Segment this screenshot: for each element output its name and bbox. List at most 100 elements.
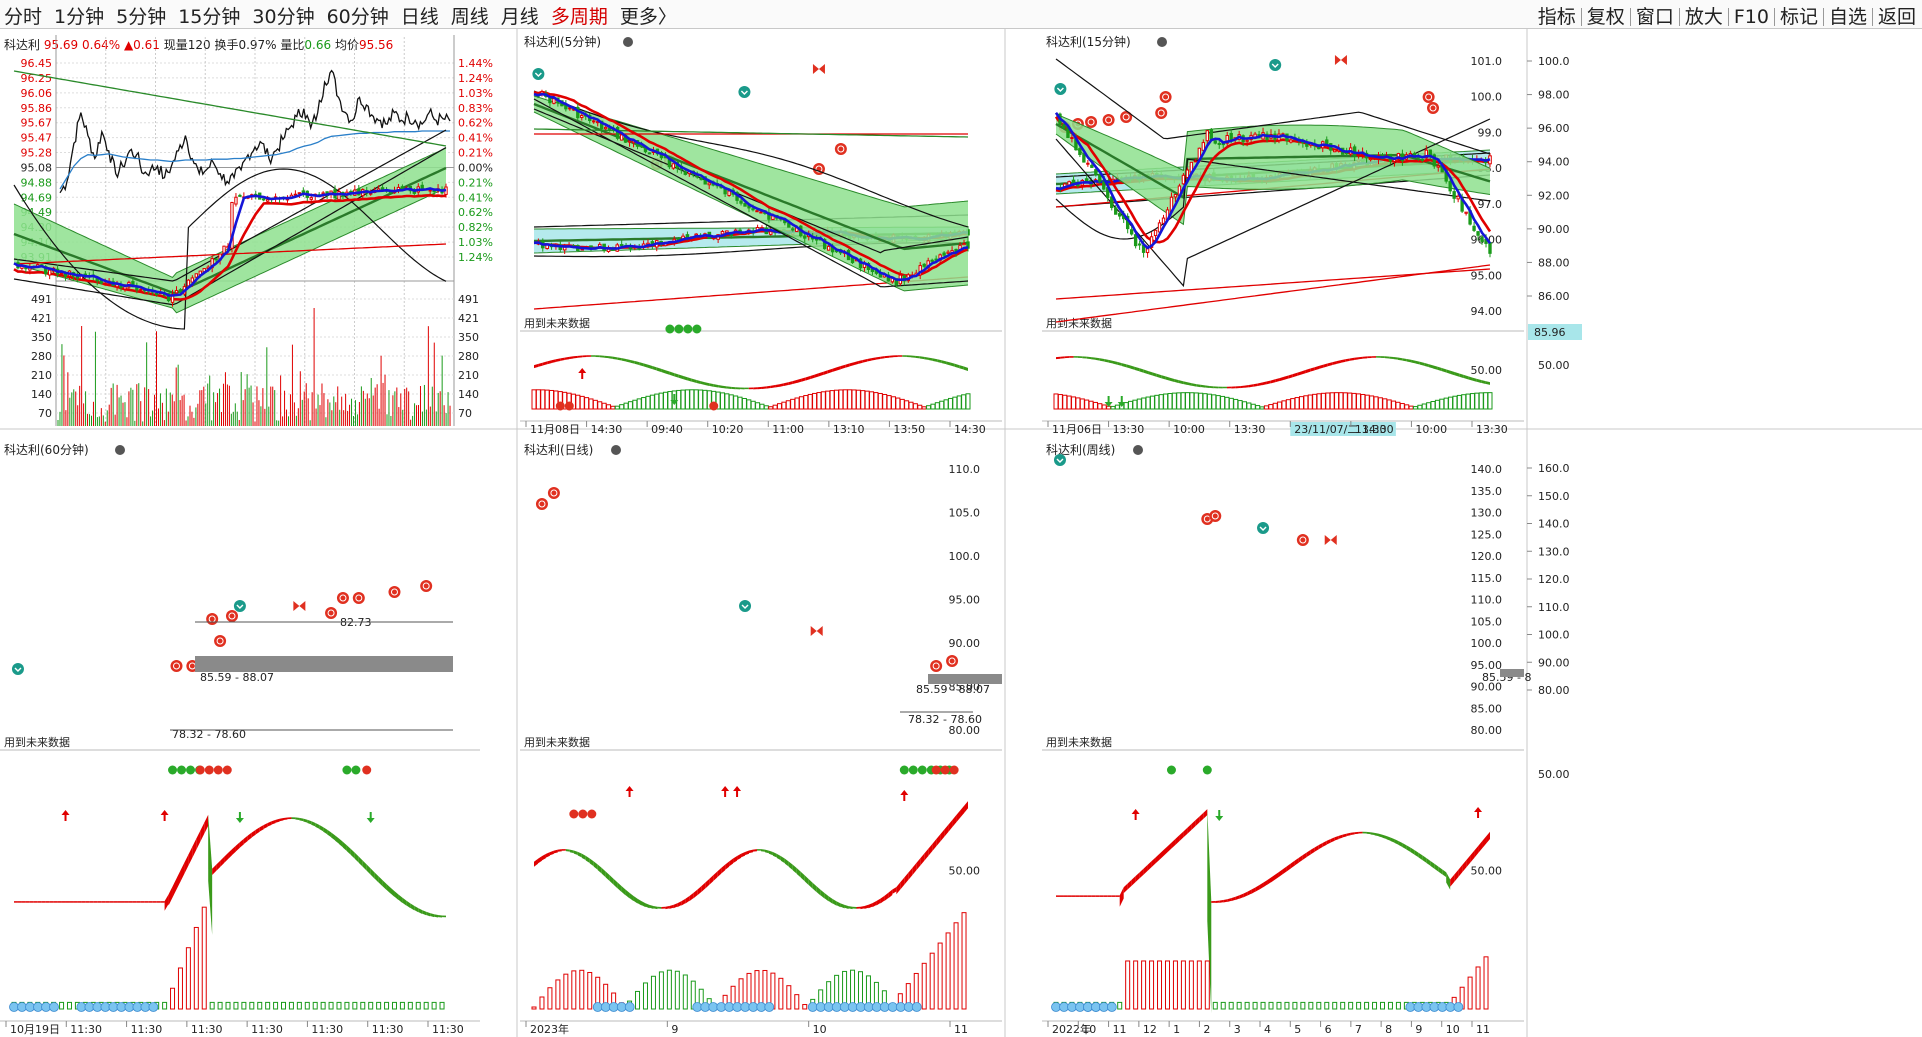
tool-button-1[interactable]: 复权 (1586, 6, 1625, 28)
period-tab-7[interactable]: 周线 (450, 6, 489, 28)
period-tab-3[interactable]: 15分钟 (178, 6, 241, 28)
signal-green-icon (186, 765, 196, 775)
hist-bar (312, 1001, 318, 1010)
arrow-down-icon (1215, 810, 1224, 821)
hist-bar (1066, 395, 1072, 410)
signal-red-icon-inner (390, 588, 398, 596)
wave-segment (768, 850, 773, 856)
signal-teal-chevron (1056, 87, 1064, 92)
wave-segment (1402, 358, 1407, 362)
right-y-tick: 94.00 (1538, 156, 1570, 169)
wave-segment (1410, 847, 1415, 855)
candle-body (743, 202, 747, 207)
header-part: 换手 (211, 38, 239, 52)
period-tab-2[interactable]: 5分钟 (116, 6, 167, 28)
hist-bar (281, 1001, 287, 1010)
hist-bar (768, 406, 774, 410)
signal-red-icon (709, 401, 719, 411)
hist-bar (1259, 406, 1265, 410)
tool-button-4[interactable]: F10 (1733, 6, 1769, 28)
wave-segment (537, 856, 542, 864)
multi-period-chart-area[interactable]: 科达利 95.69 0.64% ▲0.61 现量120 换手0.97% 量比0.… (0, 29, 1922, 1037)
wave-segment (1450, 874, 1455, 887)
period-tab-1[interactable]: 1分钟 (54, 6, 105, 28)
chart-canvas[interactable]: 科达利 95.69 0.64% ▲0.61 现量120 换手0.97% 量比0.… (0, 29, 1922, 1037)
signal-teal-chevron (1056, 458, 1064, 463)
candle-body (627, 140, 632, 143)
wave-segment (1240, 385, 1245, 389)
candle-body (826, 245, 831, 251)
wave-segment (749, 849, 753, 854)
wave-segment (729, 858, 734, 867)
candle-body (1082, 154, 1086, 163)
tool-button-6[interactable]: 自选 (1828, 6, 1867, 28)
wave-segment (677, 901, 682, 908)
wave-segment (1459, 373, 1464, 379)
tool-button-3[interactable]: 放大 (1684, 6, 1723, 28)
wave-segment (731, 386, 736, 390)
tool-separator (1678, 8, 1680, 26)
hist-bar (1474, 392, 1480, 410)
hist-bar (1324, 1001, 1330, 1010)
hist-bar (1456, 394, 1462, 410)
candle-body (297, 192, 302, 195)
hist-bar (1202, 393, 1208, 410)
candle-body (1205, 130, 1209, 142)
hist-bar (689, 389, 695, 410)
period-tab-9[interactable]: 多周期 (550, 6, 608, 28)
wave-segment (1248, 384, 1254, 388)
wave-segment (1376, 356, 1381, 358)
y-tick: 105.0 (1471, 615, 1503, 628)
wave-segment (1426, 858, 1431, 866)
y-tick: 85.00 (1471, 702, 1503, 715)
hist-bar (233, 1001, 239, 1010)
wave-segment (331, 832, 336, 841)
y-tick: 120.0 (1471, 550, 1503, 563)
pct-tick: 1.03% (458, 87, 493, 100)
wave-segment (323, 827, 328, 835)
arrow-up-icon (721, 786, 730, 797)
candle-body (1476, 231, 1480, 236)
hist-bar (1308, 1001, 1314, 1010)
period-tab-6[interactable]: 日线 (400, 6, 439, 28)
wave-segment (1305, 368, 1311, 374)
right-y-tick: 88.00 (1538, 256, 1570, 269)
signal-teal-chevron (1259, 526, 1267, 531)
wave-segment (637, 898, 642, 906)
wave-segment (1108, 359, 1113, 364)
pweek-panel: 科达利(周线)140.0135.0130.0125.0120.0115.0110… (1042, 58, 1531, 1036)
tool-button-0[interactable]: 指标 (1537, 6, 1576, 28)
wave-segment (1079, 895, 1084, 897)
period-tab-0[interactable]: 分时 (4, 6, 43, 28)
vol-tick: 491 (31, 293, 52, 306)
signal-red-icon-inner (932, 662, 940, 670)
tool-separator (1871, 8, 1873, 26)
wave-segment (247, 832, 252, 841)
tool-button-5[interactable]: 标记 (1779, 6, 1818, 28)
signal-red-icon-inner (172, 662, 180, 670)
period-tab-4[interactable]: 30分钟 (252, 6, 315, 28)
wave-segment (402, 897, 407, 906)
candle-body (699, 178, 703, 181)
hist-bar (860, 390, 866, 410)
period-tab-5[interactable]: 60分钟 (326, 6, 389, 28)
wave-segment (904, 872, 909, 885)
hist-bar (225, 1001, 231, 1010)
candle-body (946, 251, 950, 254)
period-tab-10[interactable]: 更多〉 (619, 6, 677, 28)
wave-segment (1063, 895, 1068, 897)
future-data-note: 用到未来数据 (1046, 735, 1112, 749)
wave-segment (1418, 852, 1423, 860)
candle-body (1225, 135, 1229, 144)
candle-body (647, 152, 652, 155)
wave-segment (812, 882, 817, 893)
wave-segment (805, 375, 811, 381)
signal-green-icon (692, 324, 702, 334)
band-mid (533, 102, 969, 251)
period-tab-8[interactable]: 月线 (500, 6, 539, 28)
wave-segment (1428, 364, 1434, 369)
hist-bar (904, 400, 910, 410)
hist-bar (1348, 1001, 1354, 1010)
tool-button-7[interactable]: 返回 (1877, 6, 1916, 28)
tool-button-2[interactable]: 窗口 (1635, 6, 1674, 28)
